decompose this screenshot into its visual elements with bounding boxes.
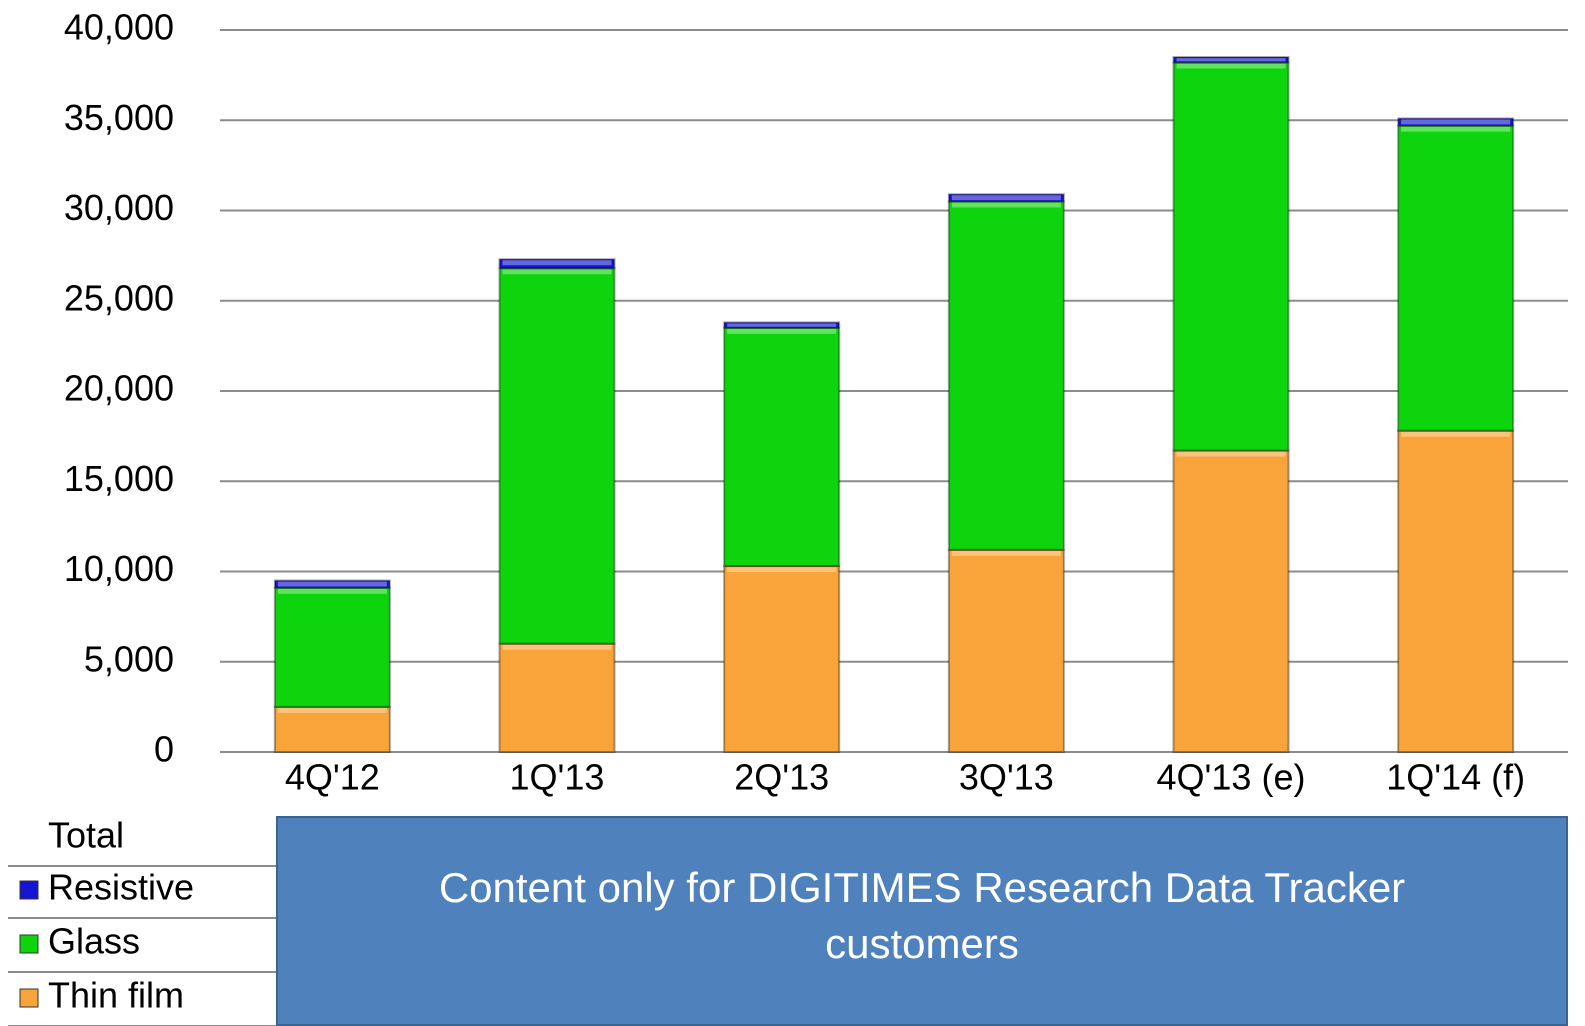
- x-tick-label: 4Q'13 (e): [1157, 757, 1306, 798]
- legend-swatch: [19, 880, 39, 900]
- x-tick-label: 4Q'12: [285, 757, 380, 798]
- y-tick-label: 20,000: [64, 368, 174, 409]
- x-tick-label: 1Q'14 (f): [1386, 757, 1525, 798]
- bar-segment: [1397, 124, 1515, 432]
- bar-highlight: [727, 328, 837, 334]
- bar-segment: [723, 321, 841, 329]
- bar-highlight: [1401, 119, 1511, 125]
- y-tick-label: 10,000: [64, 548, 174, 589]
- legend-swatch: [19, 934, 39, 954]
- bar-segment: [498, 258, 616, 270]
- bar-segment: [1397, 429, 1515, 753]
- bar-segment: [498, 267, 616, 645]
- y-tick-label: 5,000: [84, 638, 174, 679]
- bar-segment: [498, 642, 616, 754]
- bar-highlight: [727, 323, 837, 327]
- bar-highlight: [1401, 126, 1511, 132]
- bar-highlight: [277, 707, 387, 713]
- bar-highlight: [277, 588, 387, 594]
- bar-highlight: [1176, 58, 1286, 62]
- y-tick-label: 15,000: [64, 458, 174, 499]
- legend-title: Total: [48, 815, 124, 856]
- bar-segment: [1397, 117, 1515, 127]
- y-tick-label: 0: [154, 729, 174, 770]
- legend-label: Glass: [48, 921, 140, 962]
- bar-segment: [1172, 449, 1290, 753]
- y-tick-label: 30,000: [64, 187, 174, 228]
- bar-segment: [723, 326, 841, 568]
- y-tick-label: 40,000: [64, 7, 174, 48]
- bar-highlight: [1401, 431, 1511, 437]
- bar-highlight: [727, 567, 837, 573]
- x-tick-label: 3Q'13: [959, 757, 1054, 798]
- bar-segment: [1172, 61, 1290, 452]
- bar-highlight: [951, 202, 1061, 208]
- bar-highlight: [502, 269, 612, 275]
- bar-segment: [273, 579, 391, 589]
- overlay-text: Content only for DIGITIMES Research Data…: [438, 864, 1406, 967]
- bar-segment: [947, 200, 1065, 551]
- y-tick-label: 35,000: [64, 97, 174, 138]
- bar-segment: [273, 705, 391, 753]
- bar-highlight: [951, 195, 1061, 201]
- x-tick-label: 1Q'13: [510, 757, 605, 798]
- legend-swatch: [19, 988, 39, 1008]
- overlay: Content only for DIGITIMES Research Data…: [276, 816, 1568, 1026]
- bar-highlight: [502, 260, 612, 266]
- bar-highlight: [502, 644, 612, 650]
- bar-segment: [273, 586, 391, 708]
- bar-segment: [723, 565, 841, 754]
- bar-highlight: [951, 550, 1061, 556]
- bar-segment: [1172, 56, 1290, 64]
- bar-segment: [947, 193, 1065, 203]
- bar-segment: [947, 548, 1065, 754]
- legend-label: Resistive: [48, 867, 194, 908]
- bar-highlight: [1176, 451, 1286, 457]
- x-tick-label: 2Q'13: [734, 757, 829, 798]
- bar-highlight: [1176, 63, 1286, 69]
- y-tick-label: 25,000: [64, 277, 174, 318]
- legend-label: Thin film: [48, 975, 184, 1016]
- bar-highlight: [277, 581, 387, 587]
